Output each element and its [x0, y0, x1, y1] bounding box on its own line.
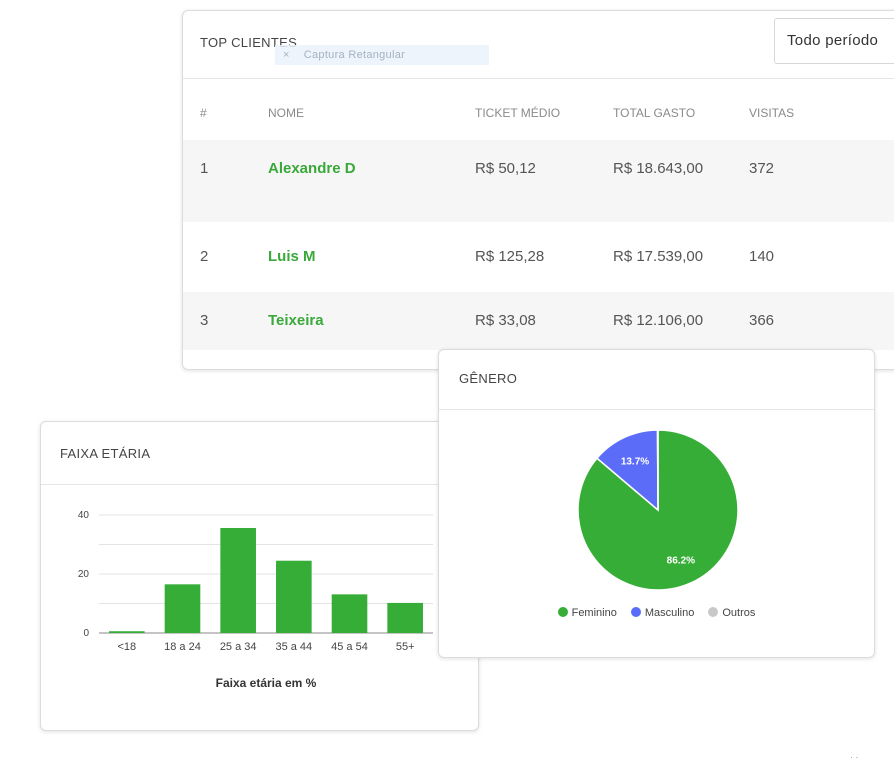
top-clients-header: TOP CLIENTES × Captura Retangular Todo pe… — [183, 11, 894, 79]
gender-title: GÊNERO — [459, 371, 518, 386]
x-tick-label: 55+ — [396, 641, 415, 653]
row-visits: 372 — [749, 160, 775, 177]
x-tick-label: 45 a 54 — [331, 641, 368, 653]
pie-slice-outros[interactable] — [656, 429, 659, 511]
column-header-ticket: TICKET MÉDIO — [475, 106, 561, 120]
y-tick-label: 20 — [78, 569, 90, 580]
close-icon[interactable]: × — [283, 49, 290, 61]
column-header-visits: VISITAS — [749, 106, 795, 120]
legend-item-outros[interactable]: Outros — [708, 607, 755, 619]
legend-label: Masculino — [644, 607, 695, 619]
age-bar[interactable] — [276, 560, 312, 633]
column-header-name: NOME — [268, 106, 304, 120]
age-bar[interactable] — [387, 602, 423, 633]
x-axis-label: Faixa etária em % — [216, 676, 317, 690]
legend-dot-icon — [630, 607, 641, 617]
gender-header: GÊNERO — [439, 350, 874, 410]
row-total: R$ 18.643,00 — [613, 160, 704, 177]
capture-label: Captura Retangular — [303, 49, 406, 61]
gender-pie-chart: 86.2% 13.7% — [577, 429, 739, 591]
age-range-header: FAIXA ETÁRIA — [41, 422, 478, 485]
age-range-card: FAIXA ETÁRIA 0 20 40 <18 18 a 24 25 a 34 35 a … — [40, 421, 479, 731]
y-tick-label: 40 — [78, 510, 90, 521]
row-ticket: R$ 125,28 — [475, 248, 545, 265]
client-name-link[interactable]: Luis M — [268, 248, 316, 265]
client-name-link[interactable]: Alexandre D — [268, 160, 356, 177]
pie-data-label: 13.7% — [621, 457, 649, 468]
legend-item-masculino[interactable]: Masculino — [630, 607, 695, 619]
age-range-title: FAIXA ETÁRIA — [60, 446, 151, 461]
top-clients-title: TOP CLIENTES — [200, 35, 298, 50]
row-rank: 2 — [200, 248, 209, 265]
top-clients-card: TOP CLIENTES × Captura Retangular Todo pe… — [182, 10, 894, 370]
legend-dot-icon — [708, 607, 719, 617]
table-row: 3 Teixeira R$ 33,08 R$ 12.106,00 366 — [183, 292, 894, 350]
age-bar-chart: 0 20 40 <18 18 a 24 25 a 34 35 a 44 45 a 54 55+ F… — [78, 510, 433, 690]
row-ticket: R$ 33,08 — [475, 312, 536, 329]
x-tick-label: 18 a 24 — [164, 641, 201, 653]
corner-mark: · · — [850, 752, 859, 762]
legend-label: Feminino — [571, 607, 617, 619]
y-tick-label: 0 — [83, 628, 89, 639]
pie-data-label: 86.2% — [667, 555, 695, 566]
legend-item-feminino[interactable]: Feminino — [557, 607, 617, 619]
client-name-link[interactable]: Teixeira — [268, 312, 324, 329]
table-header: # NOME TICKET MÉDIO TOTAL GASTO VISITAS — [183, 79, 894, 140]
row-visits: 140 — [749, 248, 775, 265]
table-row: 2 Luis M R$ 125,28 R$ 17.539,00 140 — [183, 222, 894, 292]
x-tick-label: 35 a 44 — [275, 641, 312, 653]
column-header-rank: # — [200, 106, 207, 120]
gender-card: GÊNERO 86.2% 13.7% Feminino Masculino Outro… — [438, 349, 875, 658]
pie-slice-masculino[interactable] — [595, 429, 659, 512]
row-visits: 366 — [749, 312, 775, 329]
row-rank: 3 — [200, 312, 209, 329]
row-total: R$ 12.106,00 — [613, 312, 704, 329]
age-bar[interactable] — [220, 527, 256, 633]
column-header-total: TOTAL GASTO — [613, 106, 696, 120]
legend-dot-icon — [557, 607, 568, 617]
row-ticket: R$ 50,12 — [475, 160, 536, 177]
x-tick-label: 25 a 34 — [220, 641, 257, 653]
screen-capture-overlay: × Captura Retangular — [275, 45, 489, 65]
table-row: 1 Alexandre D R$ 50,12 R$ 18.643,00 372 — [183, 140, 894, 222]
gender-legend: Feminino Masculino Outros — [439, 607, 874, 619]
age-bar[interactable] — [109, 631, 145, 633]
row-rank: 1 — [200, 160, 209, 177]
period-select[interactable]: Todo período — [774, 18, 894, 64]
legend-label: Outros — [722, 607, 756, 619]
age-bar[interactable] — [164, 584, 201, 633]
age-bar[interactable] — [331, 594, 368, 633]
row-total: R$ 17.539,00 — [613, 248, 704, 265]
x-tick-label: <18 — [117, 641, 136, 653]
